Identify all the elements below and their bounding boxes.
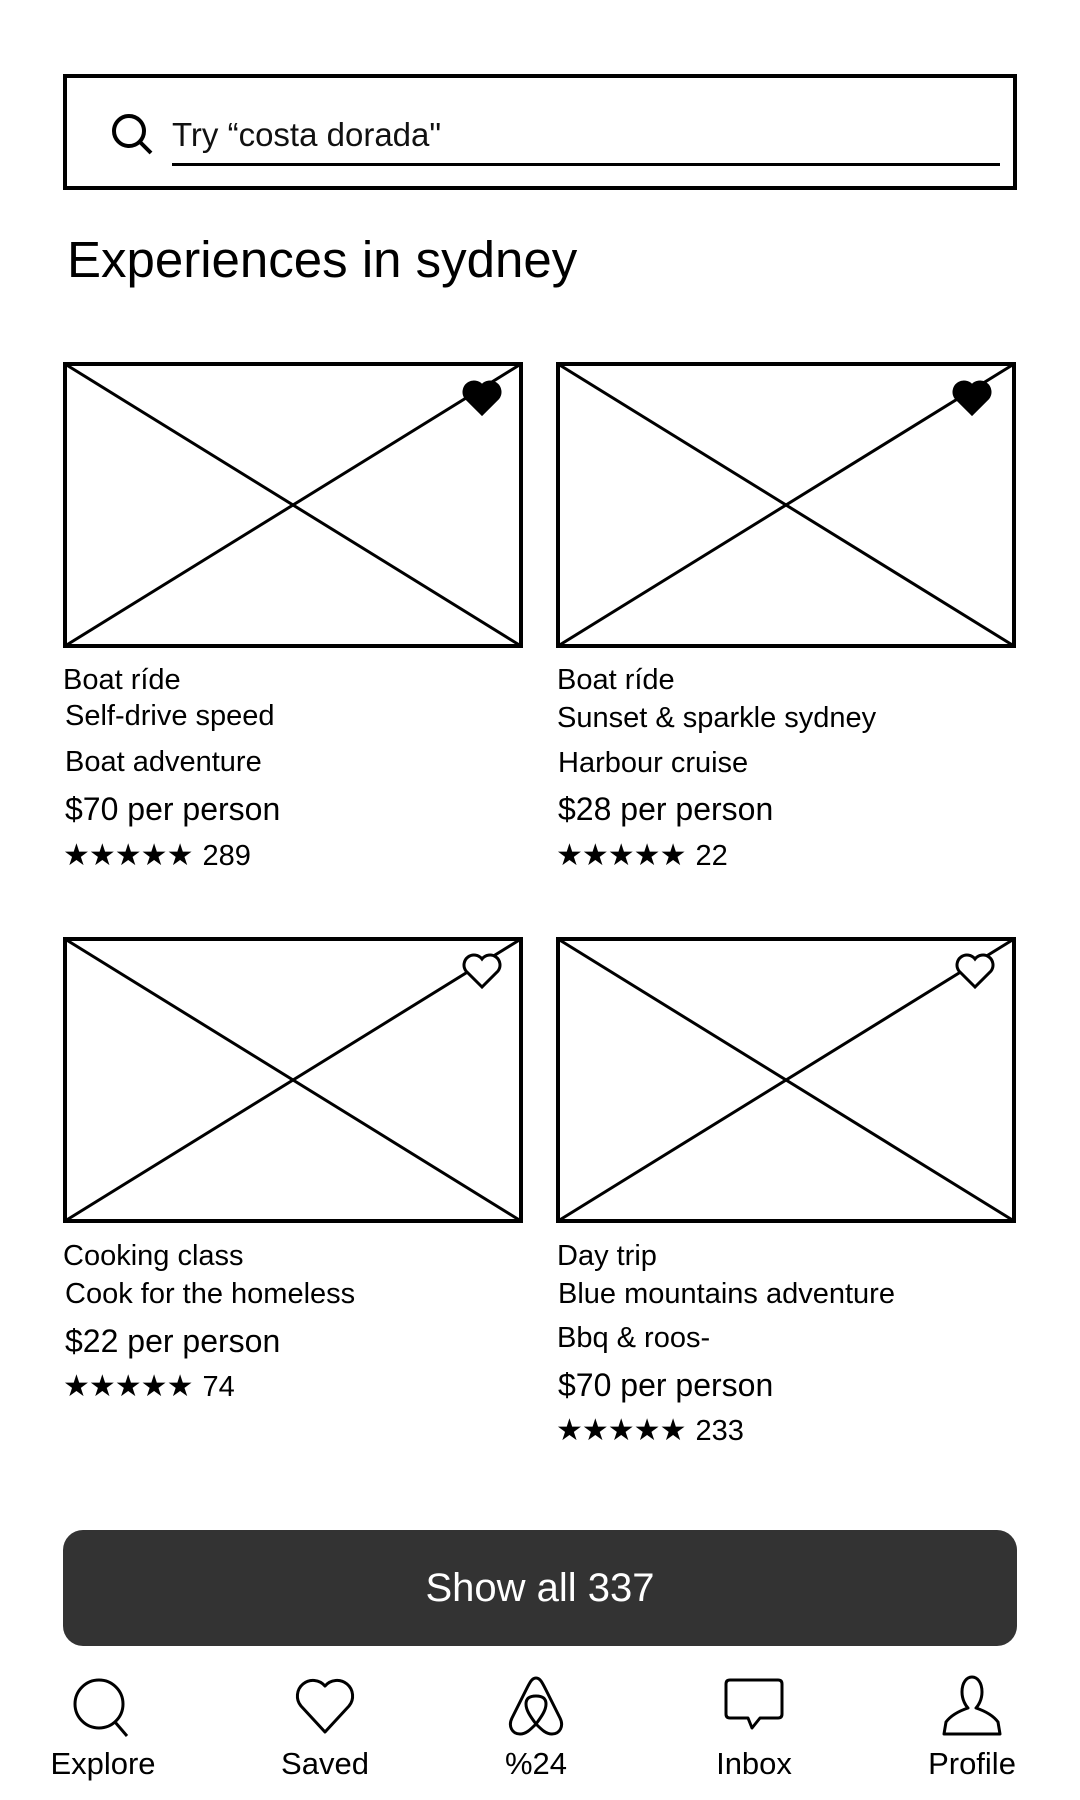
rating-stars: ★★★★★ xyxy=(556,839,686,872)
heart-icon[interactable] xyxy=(462,953,502,989)
nav-label: Explore xyxy=(50,1746,156,1781)
card-price: $22 per person xyxy=(65,1323,281,1359)
rating-stars: ★★★★★ xyxy=(556,1414,686,1447)
card-price: $28 per person xyxy=(558,791,774,827)
nav-airbnb[interactable]: %24 xyxy=(446,1674,626,1794)
card-rating: ★★★★★ 233 xyxy=(556,1414,744,1448)
card-image-placeholder[interactable] xyxy=(63,362,523,648)
card-rating: ★★★★★ 74 xyxy=(63,1370,235,1404)
show-all-button[interactable]: Show all 337 xyxy=(63,1530,1017,1646)
card-image-placeholder[interactable] xyxy=(63,937,523,1223)
search-icon xyxy=(73,1678,129,1737)
card-title-line: Boat adventure xyxy=(65,746,262,778)
card-category: Boat ríde xyxy=(557,664,675,696)
card-title-line: Harbour cruise xyxy=(558,747,749,779)
nav-label: Saved xyxy=(281,1746,369,1781)
card-category: Cooking class xyxy=(63,1240,244,1272)
airbnb-logo-icon xyxy=(508,1676,564,1736)
heart-icon[interactable] xyxy=(955,953,995,989)
review-count: 74 xyxy=(202,1371,235,1403)
search-bar[interactable] xyxy=(63,74,1017,190)
nav-inbox[interactable]: Inbox xyxy=(664,1674,844,1794)
nav-saved[interactable]: Saved xyxy=(235,1674,415,1794)
card-image-placeholder[interactable] xyxy=(556,362,1016,648)
heart-icon[interactable] xyxy=(952,380,992,416)
card-price: $70 per person xyxy=(558,1367,774,1403)
search-icon xyxy=(112,114,153,155)
card-title-line: Blue mountains adventure xyxy=(558,1278,895,1310)
search-input[interactable] xyxy=(172,106,1000,166)
card-title-line: Sunset & sparkle sydney xyxy=(557,702,877,734)
card-title-line: Cook for the homeless xyxy=(65,1278,356,1310)
card-title-line: Bbq & roos- xyxy=(557,1322,711,1354)
rating-stars: ★★★★★ xyxy=(63,839,193,872)
chat-bubble-icon xyxy=(724,1678,784,1730)
nav-label: Profile xyxy=(928,1746,1016,1781)
page-title: Experiences in sydney xyxy=(67,231,578,288)
card-image-placeholder[interactable] xyxy=(556,937,1016,1223)
nav-explore[interactable]: Explore xyxy=(13,1674,193,1794)
nav-label: Inbox xyxy=(716,1746,792,1781)
card-title-line: Self-drive speed xyxy=(65,700,275,732)
nav-profile[interactable]: Profile xyxy=(882,1674,1062,1794)
card-rating: ★★★★★ 289 xyxy=(63,839,251,873)
review-count: 22 xyxy=(695,840,728,872)
nav-label: %24 xyxy=(504,1746,568,1781)
rating-stars: ★★★★★ xyxy=(63,1370,193,1403)
card-category: Day trip xyxy=(557,1240,657,1272)
card-rating: ★★★★★ 22 xyxy=(556,839,728,873)
card-price: $70 per person xyxy=(65,791,281,827)
heart-icon xyxy=(295,1678,355,1734)
review-count: 233 xyxy=(695,1415,744,1447)
user-icon xyxy=(942,1675,1002,1736)
card-category: Boat ríde xyxy=(63,664,181,696)
heart-icon[interactable] xyxy=(462,380,502,416)
review-count: 289 xyxy=(202,840,251,872)
